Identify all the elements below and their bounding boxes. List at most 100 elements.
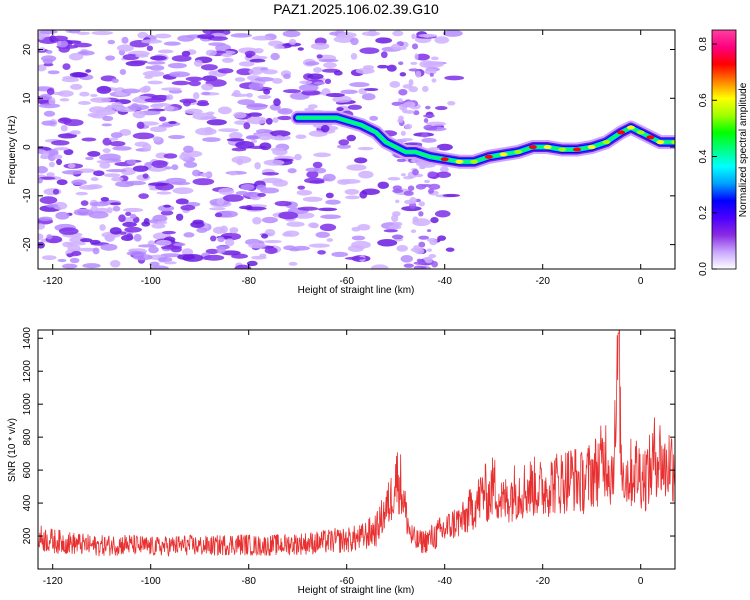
heatmap-cell [426,229,432,233]
tone-track-peak [455,159,464,164]
heatmap-cell [255,129,271,134]
heatmap-cell [307,104,318,109]
heatmap-cell [38,241,45,249]
heatmap-cell [320,214,342,220]
heatmap-cell [257,192,266,197]
heatmap-cell [418,201,425,207]
heatmap-cell [147,80,163,85]
snr-y-axis-label: SNR (10 * v/v) [7,418,18,482]
heatmap-cell [302,196,323,202]
snr-y-tick-label: 600 [22,461,33,478]
heatmap-cell [427,188,434,194]
heatmap-cell [149,265,170,269]
heatmap-cell [298,83,319,92]
heatmap-cell [205,248,219,254]
heatmap-cell [306,170,319,179]
heatmap-cell [56,179,68,186]
heatmap-cell [305,167,319,172]
heatmap-cell [168,134,186,140]
heatmap-cell [181,50,191,57]
heatmap-cell [193,59,203,67]
heatmap-cell [192,178,215,186]
heatmap-cell [70,83,83,90]
heatmap-cell [172,187,194,195]
heatmap-cell [183,161,198,168]
heatmap-cell [111,176,124,182]
heatmap-cell [105,169,127,173]
heatmap-cell [336,107,344,112]
heatmap-cell [426,238,438,243]
heatmap-cell [358,170,374,179]
heatmap-cell [157,49,174,54]
heatmap-cell [46,203,59,208]
heatmap-cell [261,171,280,176]
heatmap-cell [106,207,113,214]
heatmap-cell [197,99,209,104]
heatmap-cell [410,61,418,65]
heatmap-cell [421,137,437,143]
tone-track-peak [470,159,479,164]
heatmap-cell [58,227,79,235]
heatmap-cell [76,31,91,36]
heatmap-cell [325,92,345,98]
heatmap-cell [132,132,155,140]
heatmap-cell [252,216,262,225]
heatmap-cell [287,168,297,174]
snr-x-tick-label: -40 [437,576,452,587]
heatmap-cell [39,93,52,101]
heatmap-cell [415,53,430,61]
snr-x-tick-label: 0 [638,576,644,587]
heatmap-cell [386,64,397,72]
heatmap-cell [396,244,408,252]
heatmap-cell [51,35,68,42]
heatmap-cell [313,67,323,73]
heatmap-cell [46,88,55,95]
snr-y-tick-label: 400 [22,494,33,511]
heatmap-cell [77,50,95,56]
heatmap-cell [316,54,323,59]
heatmap-cell [182,253,204,262]
heatmap-cell [257,94,272,100]
heatmap-cell [206,119,227,126]
heatmap-cell [324,78,332,85]
heatmap-cell [173,72,181,77]
heatmap-cell [71,179,87,186]
heatmap-cell [235,140,255,149]
heatmap-cell [43,62,54,67]
heatmap-cell [82,263,101,269]
snr-y-ticks: 200 400 600 800 1000 1200 1400 [22,327,675,544]
heatmap-cell [179,153,191,161]
heatmap-cell [277,115,293,121]
heatmap-cell [46,234,53,240]
heatmap-cell [325,192,334,199]
heatmap-cell [412,169,419,176]
heatmap-cell [99,224,106,231]
heatmap-cell [38,216,53,222]
heatmap-cell [137,244,157,248]
heatmap-cell [160,253,182,258]
heatmap-cell [201,83,214,91]
heatmap-cell [85,69,92,73]
heatmap-cell [46,172,55,178]
heatmap-y-ticks: -20 -10 0 10 20 [22,44,675,252]
colorbar-tick-label: 0.6 [698,93,709,107]
heatmap-cell [403,263,414,268]
heatmap-cell [141,39,163,44]
heatmap-cell [151,160,168,168]
heatmap-cell [282,30,301,38]
heatmap-cell [205,49,217,57]
heatmap-cell [142,85,151,93]
heatmap-cell [297,47,304,51]
heatmap-cell [127,104,150,111]
heatmap-cell [214,212,223,218]
heatmap-cell [249,58,266,63]
heatmap-cell [410,229,417,234]
heatmap-cell [275,135,284,141]
heatmap-cell [392,188,404,193]
colorbar-label: Normalized spectral amplitude [738,82,749,217]
heatmap-cell [257,132,273,141]
heatmap-speckle [38,30,465,269]
heatmap-cell [99,162,111,169]
heatmap-cell [75,191,88,196]
heatmap-cell [325,199,341,205]
